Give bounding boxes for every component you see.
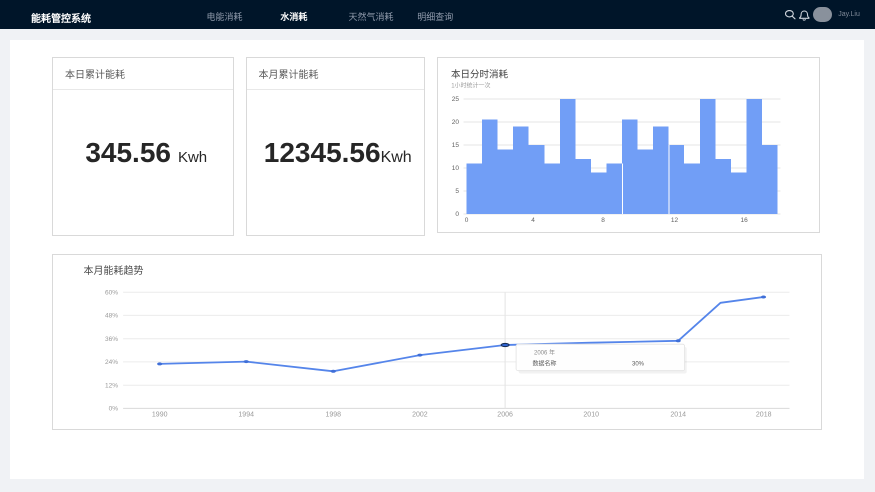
svg-text:0: 0 xyxy=(464,217,468,224)
svg-text:本日分时消耗: 本日分时消耗 xyxy=(451,68,509,80)
svg-text:8: 8 xyxy=(601,217,605,224)
svg-text:48%: 48% xyxy=(104,312,117,319)
svg-text:1994: 1994 xyxy=(238,411,254,418)
svg-text:2002: 2002 xyxy=(412,411,428,418)
svg-text:24%: 24% xyxy=(104,359,117,366)
svg-text:5: 5 xyxy=(455,188,459,195)
svg-text:10: 10 xyxy=(451,165,459,172)
svg-text:0: 0 xyxy=(455,211,459,218)
svg-text:36%: 36% xyxy=(104,335,117,342)
svg-text:15: 15 xyxy=(451,142,459,149)
svg-text:1小时统计一次: 1小时统计一次 xyxy=(451,82,490,90)
svg-text:2014: 2014 xyxy=(670,411,686,418)
svg-text:2006 年: 2006 年 xyxy=(534,348,555,356)
svg-text:20: 20 xyxy=(451,119,459,126)
svg-text:1998: 1998 xyxy=(325,411,341,418)
svg-text:0%: 0% xyxy=(108,405,118,412)
svg-text:本月能耗趋势: 本月能耗趋势 xyxy=(83,263,143,276)
svg-text:1990: 1990 xyxy=(151,411,167,418)
svg-text:2018: 2018 xyxy=(755,411,771,418)
svg-text:12: 12 xyxy=(670,217,678,224)
svg-text:60%: 60% xyxy=(104,289,117,296)
svg-text:12%: 12% xyxy=(104,382,117,389)
svg-text:30%: 30% xyxy=(632,361,645,367)
svg-text:25: 25 xyxy=(451,96,459,103)
svg-text:2010: 2010 xyxy=(583,411,599,418)
svg-text:16: 16 xyxy=(740,217,748,224)
svg-text:2006: 2006 xyxy=(497,411,513,418)
svg-text:4: 4 xyxy=(531,217,535,224)
svg-text:数据名称: 数据名称 xyxy=(532,359,556,367)
